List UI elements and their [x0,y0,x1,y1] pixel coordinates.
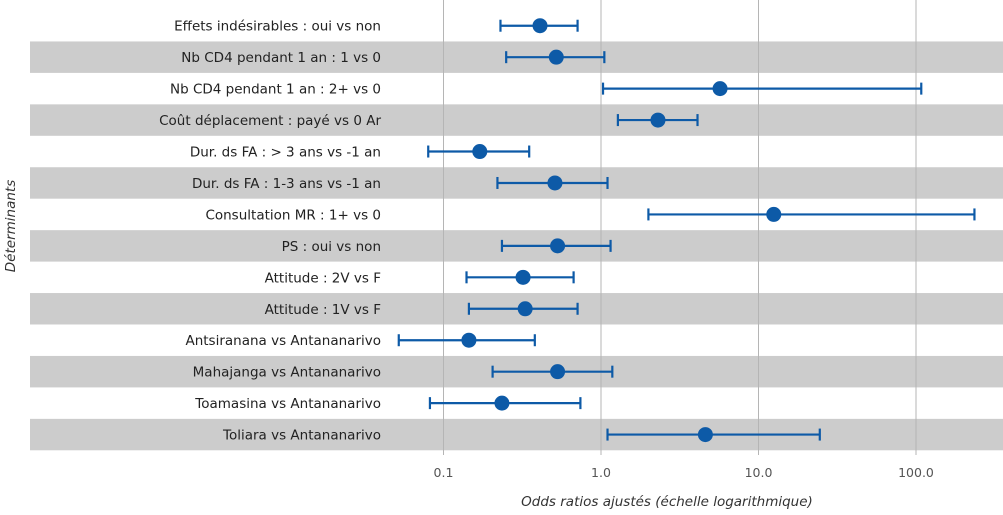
x-tick-label: 10.0 [745,465,773,480]
category-label: Mahajanga vs Antananarivo [193,365,381,381]
data-marks [397,18,976,443]
estimate-point [697,427,713,443]
category-label: Attitude : 1V vs F [265,302,381,318]
estimate-point [472,144,488,160]
category-label: Antsiranana vs Antananarivo [185,333,381,349]
category-label: Dur. ds FA : 1-3 ans vs -1 an [192,176,381,192]
estimate-point [547,175,563,191]
category-label: Effets indésirables : oui vs non [174,19,381,35]
estimate-point [515,269,531,285]
estimate-point [548,49,564,65]
row-band [30,104,1003,136]
estimate-point [461,332,477,348]
category-label: Consultation MR : 1+ vs 0 [205,207,381,223]
category-label: PS : oui vs non [282,239,381,255]
category-label: Nb CD4 pendant 1 an : 1 vs 0 [181,50,381,66]
estimate-point [517,301,533,317]
x-tick-label: 1.0 [591,465,611,480]
x-tick-label: 0.1 [434,465,454,480]
category-label: Attitude : 2V vs F [265,270,381,286]
estimate-point [712,81,728,97]
category-label: Toliara vs Antananarivo [222,428,381,444]
x-tick-label: 100.0 [898,465,934,480]
row-band [30,418,1003,451]
category-label: Nb CD4 pendant 1 an : 2+ vs 0 [170,82,381,98]
y-axis-title: Déterminants [3,180,19,272]
estimate-point [766,206,782,222]
estimate-point [532,18,548,34]
estimate-point [550,364,566,380]
category-label: Dur. ds FA : > 3 ans vs -1 an [190,145,381,161]
estimate-point [550,238,566,254]
x-axis-title: Odds ratios ajustés (échelle logarithmiq… [521,494,813,510]
category-labels: Effets indésirables : oui vs non Nb CD4 p… [159,19,381,444]
estimate-point [494,395,510,411]
grid-lines [443,0,917,455]
x-axis-ticks: 0.1 1.0 10.0 100.0 [434,465,934,480]
estimate-point [650,112,666,128]
category-label: Toamasina vs Antananarivo [194,396,381,412]
category-label: Coût déplacement : payé vs 0 Ar [159,113,381,129]
